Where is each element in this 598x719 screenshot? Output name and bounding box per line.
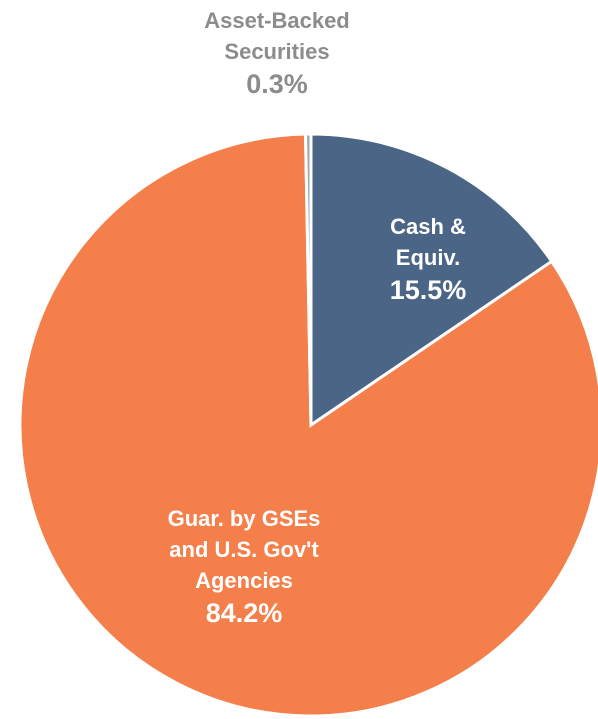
label-line: Guar. by GSEs [168,506,321,531]
slice-label: Asset-Backed Securities [204,8,350,64]
value-label: 15.5% [390,275,467,305]
value-label: 84.2% [206,598,283,628]
label-line: Asset-Backed [204,8,350,33]
slice-label: Guar. by GSEs and U.S. Gov't Agencies [168,506,321,593]
slice-label: Cash & Equiv. [390,214,466,270]
pie-slice [303,132,313,426]
label-line: and U.S. Gov't [169,537,319,562]
label-line: Agencies [195,568,293,593]
pie-slice [18,132,598,718]
pie-slice [309,132,554,428]
label-line: Equiv. [396,245,460,270]
label-line: Cash & [390,214,466,239]
value-label: 0.3% [246,69,308,99]
label-line: Securities [224,39,329,64]
